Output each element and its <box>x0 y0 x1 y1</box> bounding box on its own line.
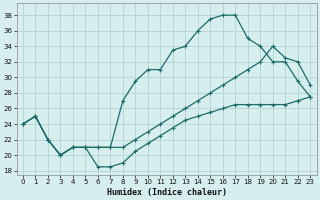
X-axis label: Humidex (Indice chaleur): Humidex (Indice chaleur) <box>107 188 227 197</box>
